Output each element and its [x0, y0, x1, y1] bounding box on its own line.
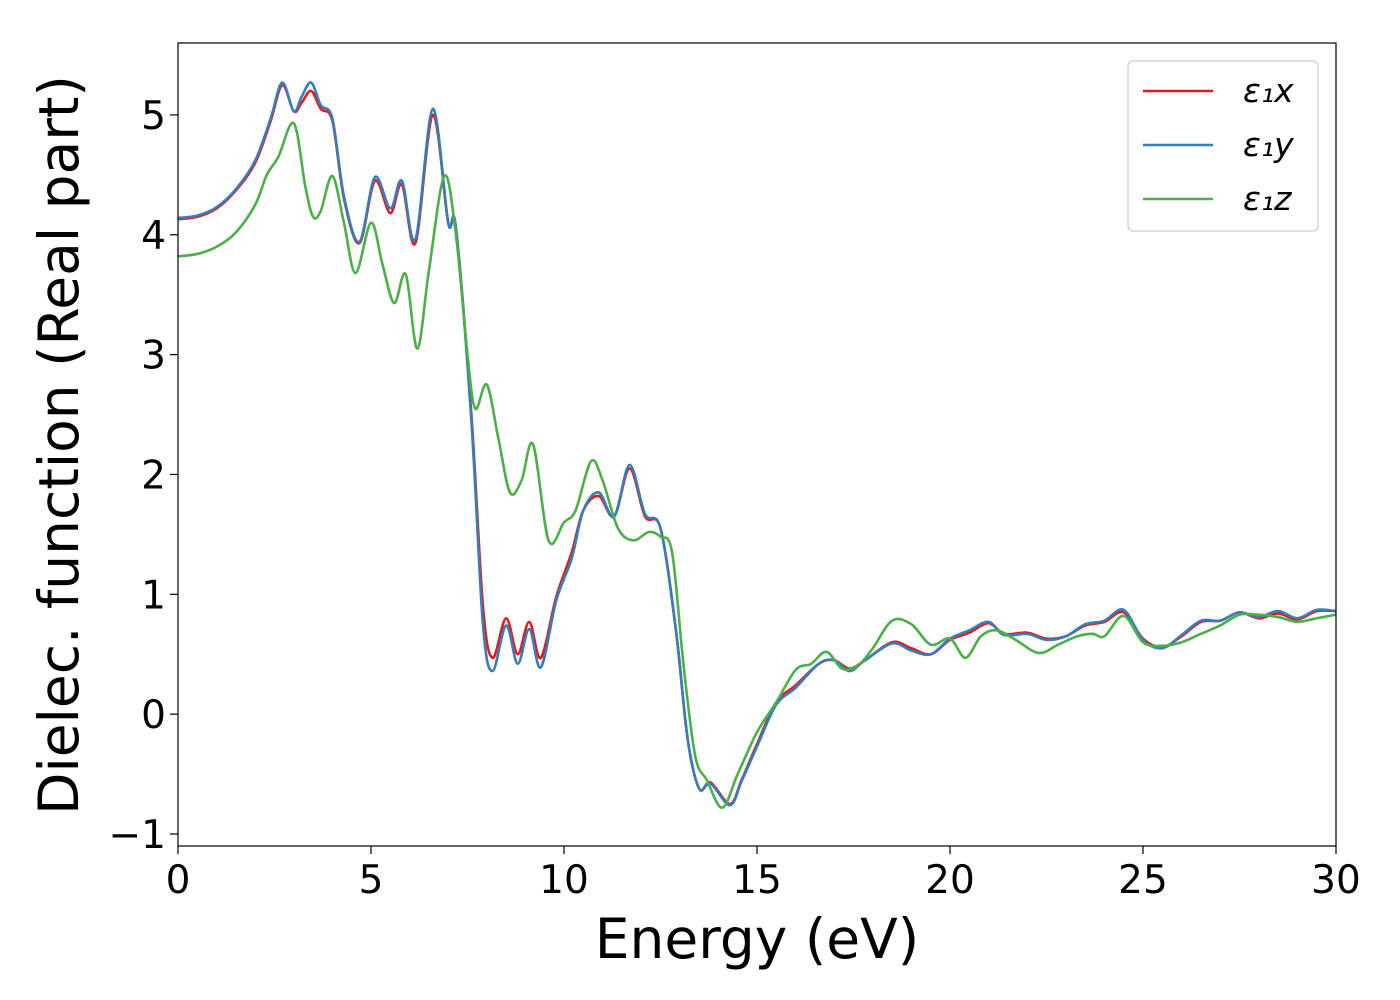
y-tick-label: −1	[109, 813, 167, 858]
y-axis-title: Dielec. function (Real part)	[27, 75, 91, 815]
x-axis-title: Energy (eV)	[595, 907, 919, 971]
y-axis-ticks: −1 0 1 2 3 4 5	[109, 94, 178, 858]
y-tick-label: 5	[141, 94, 166, 139]
legend-label: ε₁x	[1243, 71, 1294, 110]
legend: ε₁x ε₁y ε₁z	[1127, 60, 1319, 232]
y-tick-label: 2	[141, 453, 166, 498]
x-tick-label: 20	[925, 858, 975, 903]
series-layer	[178, 81, 1336, 809]
x-tick-label: 30	[1311, 858, 1361, 903]
y-tick-label: 4	[141, 214, 166, 259]
legend-label: ε₁y	[1243, 125, 1294, 164]
legend-label: ε₁z	[1243, 179, 1292, 218]
x-tick-label: 5	[359, 858, 384, 903]
y-tick-label: 0	[141, 693, 166, 738]
y-tick-label: 1	[141, 573, 166, 618]
x-tick-label: 0	[166, 858, 191, 903]
y-tick-label: 3	[141, 334, 166, 379]
series-line-1	[178, 81, 1336, 807]
x-tick-label: 15	[732, 858, 782, 903]
x-tick-label: 10	[539, 858, 589, 903]
legend-box	[1127, 60, 1319, 232]
x-axis-ticks: 0 5 10 15 20 25 30	[166, 846, 1361, 903]
x-tick-label: 25	[1118, 858, 1168, 903]
series-line-2	[178, 121, 1336, 809]
